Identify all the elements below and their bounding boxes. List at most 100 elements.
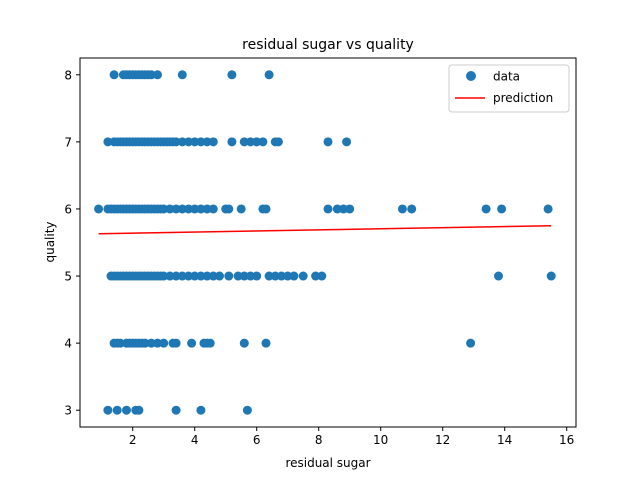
- y-tick-label: 6: [64, 202, 72, 216]
- data-point: [112, 405, 122, 415]
- data-point: [273, 137, 283, 147]
- data-point: [171, 405, 181, 415]
- x-tick-label: 12: [435, 433, 450, 447]
- data-point: [122, 405, 131, 415]
- data-point: [407, 204, 417, 214]
- data-point: [323, 204, 333, 214]
- y-tick-label: 4: [64, 337, 72, 351]
- data-point: [481, 204, 491, 214]
- data-point: [171, 338, 181, 348]
- data-point: [190, 271, 200, 281]
- y-tick-label: 8: [64, 68, 72, 82]
- data-point: [187, 338, 197, 348]
- legend: data prediction: [448, 64, 570, 113]
- data-point: [159, 271, 169, 281]
- data-point: [184, 271, 193, 281]
- data-point: [171, 137, 181, 147]
- data-point: [109, 70, 119, 80]
- data-point: [208, 271, 218, 281]
- data-point: [159, 338, 169, 348]
- data-point: [311, 271, 321, 281]
- data-point: [317, 271, 327, 281]
- data-point: [196, 204, 206, 214]
- data-point: [264, 271, 274, 281]
- data-point: [239, 137, 249, 147]
- data-point: [246, 137, 255, 147]
- data-point: [196, 137, 206, 147]
- data-point: [264, 70, 274, 80]
- data-point: [224, 271, 234, 281]
- data-point: [115, 338, 125, 348]
- data-point: [270, 271, 280, 281]
- data-point: [277, 271, 286, 281]
- axes-frame: [79, 57, 577, 428]
- x-tick-label: 6: [253, 433, 261, 447]
- data-point: [397, 204, 407, 214]
- data-point: [233, 271, 243, 281]
- data-point: [205, 338, 215, 348]
- data-point: [345, 204, 355, 214]
- data-point: [242, 405, 252, 415]
- data-point: [146, 338, 156, 348]
- data-point: [252, 137, 262, 147]
- data-point: [196, 405, 206, 415]
- data-point: [246, 271, 255, 281]
- x-tick-label: 14: [497, 433, 512, 447]
- data-point: [153, 70, 162, 80]
- data-point: [184, 204, 193, 214]
- data-point: [140, 338, 150, 348]
- data-point: [177, 70, 187, 80]
- data-point: [466, 338, 476, 348]
- data-point: [153, 338, 162, 348]
- legend-label-prediction: prediction: [493, 91, 553, 105]
- data-point: [546, 271, 556, 281]
- data-point: [497, 204, 507, 214]
- data-point: [177, 137, 187, 147]
- data-point: [103, 405, 113, 415]
- data-point: [196, 271, 206, 281]
- data-point: [239, 271, 249, 281]
- data-point: [208, 137, 218, 147]
- data-point: [202, 137, 212, 147]
- data-point: [252, 271, 262, 281]
- y-axis-label: quality: [43, 221, 57, 262]
- data-point: [146, 70, 156, 80]
- data-point: [283, 271, 293, 281]
- data-point: [134, 405, 144, 415]
- data-point: [184, 137, 193, 147]
- prediction-line: [98, 224, 552, 235]
- legend-label-data: data: [493, 70, 520, 84]
- data-point: [227, 137, 237, 147]
- data-point: [298, 271, 308, 281]
- data-point: [215, 271, 224, 281]
- x-tick-label: 8: [315, 433, 323, 447]
- x-tick-label: 16: [559, 433, 574, 447]
- y-tick-label: 5: [64, 270, 72, 284]
- x-axis-label: residual sugar: [285, 456, 370, 470]
- x-tick-label: 2: [129, 433, 137, 447]
- data-point: [177, 204, 187, 214]
- data-point: [239, 338, 249, 348]
- data-point: [208, 204, 218, 214]
- data-point: [202, 271, 212, 281]
- data-point: [190, 137, 200, 147]
- y-tick-label: 3: [64, 404, 72, 418]
- y-axis: 3 4 5 6 7 8: [64, 68, 80, 418]
- data-point: [494, 271, 503, 281]
- data-point: [94, 204, 104, 214]
- plot-area: [94, 70, 556, 415]
- data-point: [165, 271, 175, 281]
- data-point: [339, 204, 348, 214]
- data-point: [171, 204, 181, 214]
- data-point: [227, 70, 237, 80]
- data-point: [171, 271, 181, 281]
- data-point: [224, 204, 234, 214]
- chart-title: residual sugar vs quality: [242, 37, 414, 53]
- data-point: [261, 338, 271, 348]
- data-point: [165, 204, 175, 214]
- legend-marker-data: [466, 71, 476, 81]
- x-tick-label: 4: [191, 433, 199, 447]
- data-point: [543, 204, 553, 214]
- data-point: [258, 137, 268, 147]
